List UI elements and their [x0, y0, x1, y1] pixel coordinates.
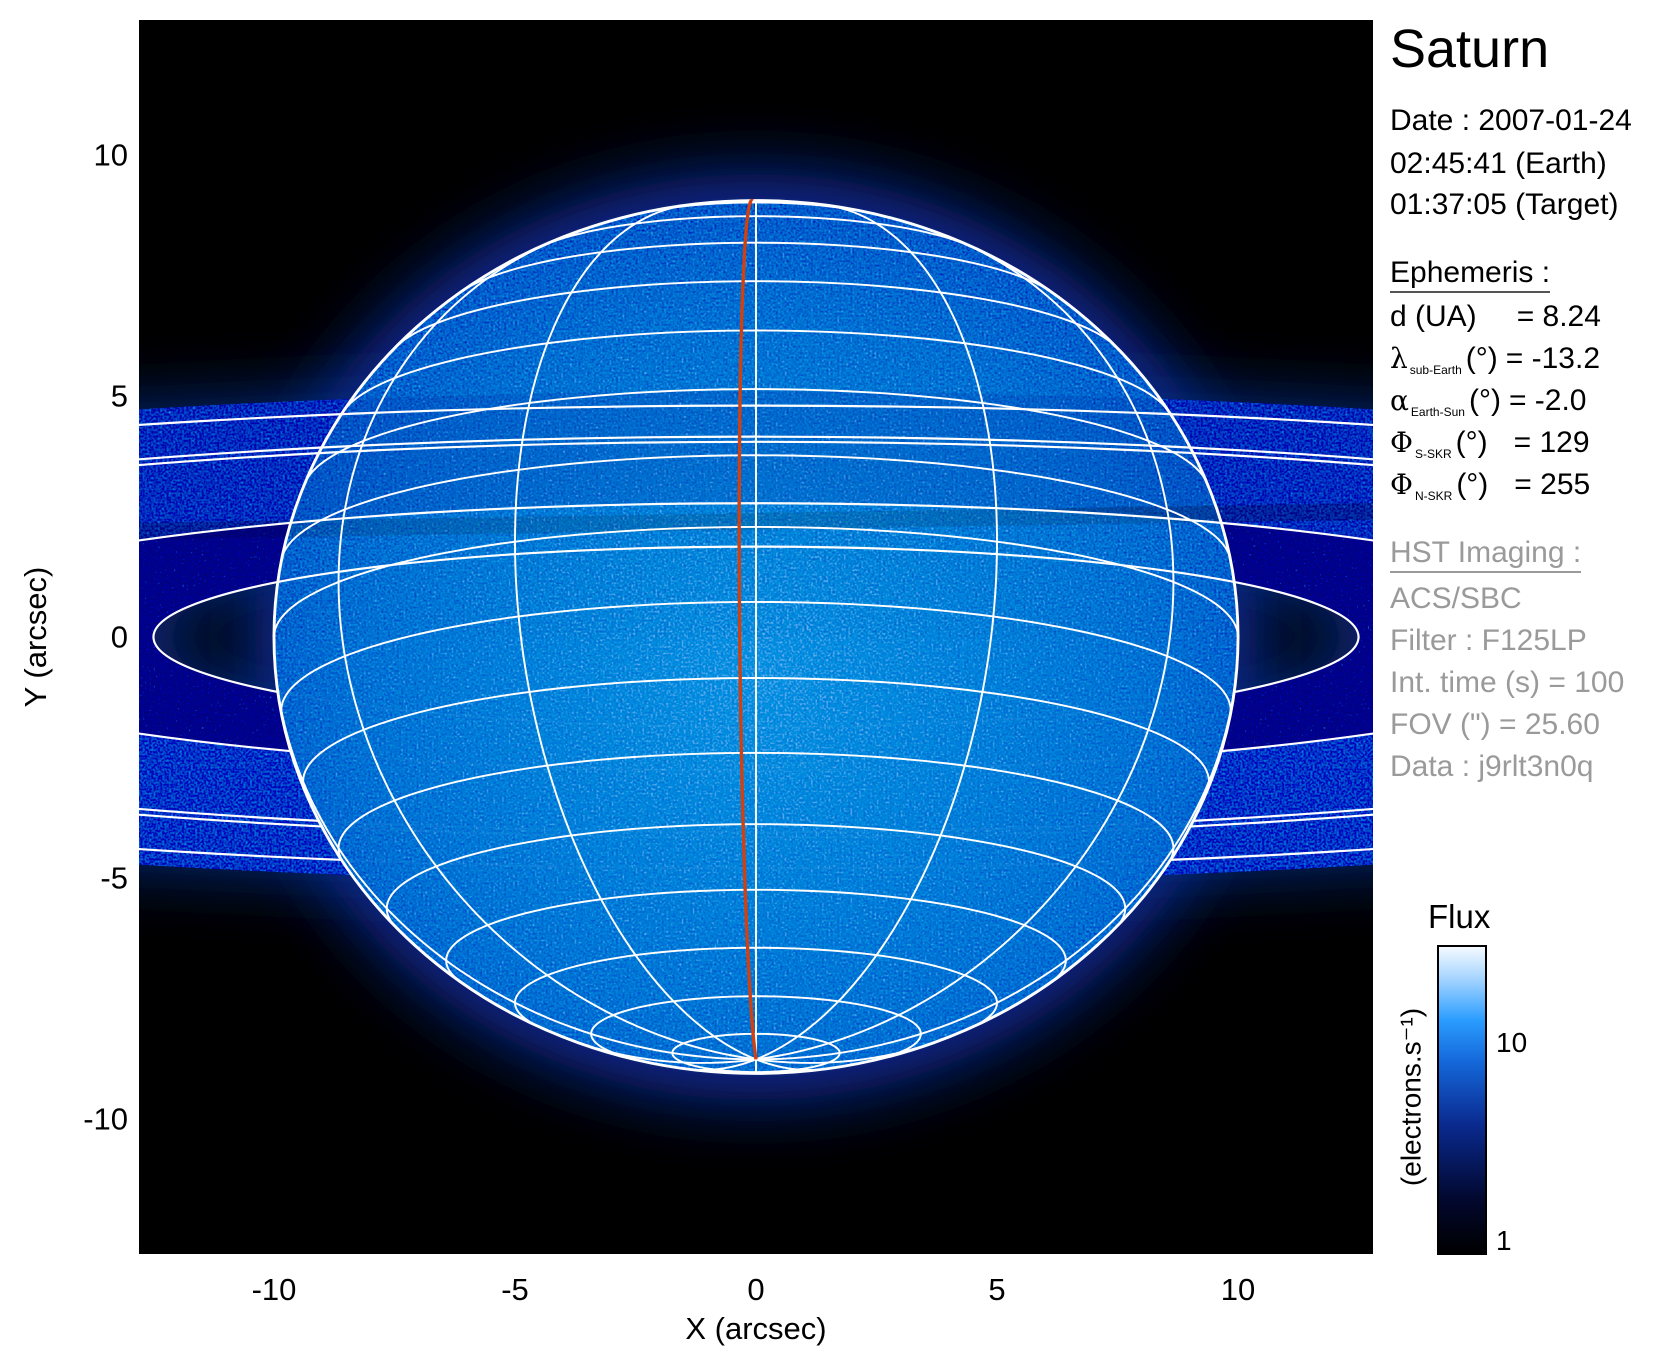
y-tick-label: 5 — [110, 378, 128, 414]
saturn-image-plot — [0, 20, 1677, 1254]
imaging-int-time: Int. time (s) = 100 — [1390, 666, 1625, 699]
y-tick-label: 10 — [93, 137, 128, 173]
longitude-line — [755, 1058, 813, 1071]
y-tick-label: -5 — [100, 860, 128, 896]
longitude-line — [699, 1058, 757, 1071]
longitude-line — [755, 1047, 916, 1064]
y-axis-label: Y (arcsec) — [18, 566, 53, 708]
ephemeris-row: Φ N-SKR (°) = 255 — [1390, 470, 1590, 511]
ephemeris-value: = -2.0 — [1508, 384, 1587, 417]
ephemeris-label: d (UA) — [1390, 300, 1477, 333]
ephemeris-sub: sub-Earth — [1409, 363, 1462, 377]
ring-front-band — [0, 391, 1677, 637]
imaging-filter: Filter : F125LP — [1390, 624, 1587, 657]
saturn-image — [0, 174, 1677, 1100]
x-tick-label: 5 — [988, 1272, 1006, 1307]
ephemeris-value: = 255 — [1514, 468, 1591, 501]
ephemeris-label: α — [1390, 384, 1409, 417]
ephemeris-unit: (°) — [1455, 426, 1488, 459]
x-tick-label: 0 — [747, 1272, 765, 1307]
colorbar-tick-label: 10 — [1496, 1027, 1528, 1058]
x-tick-label: -10 — [251, 1272, 297, 1307]
longitude-line — [755, 227, 1175, 1061]
colorbar-unit: (electrons.s⁻¹) — [1395, 1007, 1427, 1187]
longitude-line — [596, 1047, 757, 1064]
target-title: Saturn — [1390, 19, 1550, 79]
x-tick-label: -5 — [501, 1272, 529, 1307]
imaging-header: HST Imaging : — [1390, 538, 1582, 573]
ephemeris-value: = -13.2 — [1505, 342, 1600, 375]
imaging-fov: FOV (") = 25.60 — [1390, 708, 1600, 741]
imaging-instrument: ACS/SBC — [1390, 582, 1522, 615]
ephemeris-label: Φ — [1390, 426, 1413, 459]
longitude-line — [514, 203, 757, 1061]
y-tick-label: -10 — [83, 1101, 128, 1137]
ephemeris-sub: Earth-Sun — [1410, 405, 1465, 419]
colorbar — [1437, 945, 1487, 1255]
ephemeris-row: d (UA) = 8.24 — [1390, 302, 1601, 343]
ephemeris-unit: (°) — [1468, 384, 1501, 417]
ephemeris-row: λ sub-Earth (°) = -13.2 — [1390, 344, 1600, 385]
ephemeris-unit: (°) — [1456, 468, 1489, 501]
ephemeris-value: = 8.24 — [1516, 300, 1601, 333]
ring-inner-band — [0, 503, 1648, 771]
ephemeris-row: α Earth-Sun (°) = -2.0 — [1390, 386, 1587, 427]
date-line: Date : 2007-01-24 — [1390, 104, 1632, 137]
y-tick-label: 0 — [110, 619, 128, 655]
ephemeris-unit: (°) — [1465, 342, 1498, 375]
ephemeris-label: λ — [1390, 342, 1408, 375]
colorbar-title: Flux — [1428, 898, 1491, 935]
ephemeris-sub: N-SKR — [1414, 489, 1453, 503]
target-time: 01:37:05 (Target) — [1390, 188, 1619, 221]
longitude-line — [337, 227, 757, 1061]
central-meridian-line — [737, 198, 758, 1060]
x-tick-label: 10 — [1220, 1272, 1256, 1307]
colorbar-tick-label: 1 — [1496, 1225, 1512, 1256]
ephemeris-sub: S-SKR — [1414, 447, 1452, 461]
longitude-line — [755, 203, 998, 1061]
ephemeris-value: = 129 — [1513, 426, 1590, 459]
ephemeris-label: Φ — [1390, 468, 1413, 501]
ephemeris-header: Ephemeris : — [1390, 258, 1551, 293]
x-axis-label: X (arcsec) — [685, 1311, 827, 1346]
ephemeris-row: Φ S-SKR (°) = 129 — [1390, 428, 1590, 469]
imaging-data-id: Data : j9rlt3n0q — [1390, 750, 1594, 783]
earth-time: 02:45:41 (Earth) — [1390, 147, 1607, 180]
